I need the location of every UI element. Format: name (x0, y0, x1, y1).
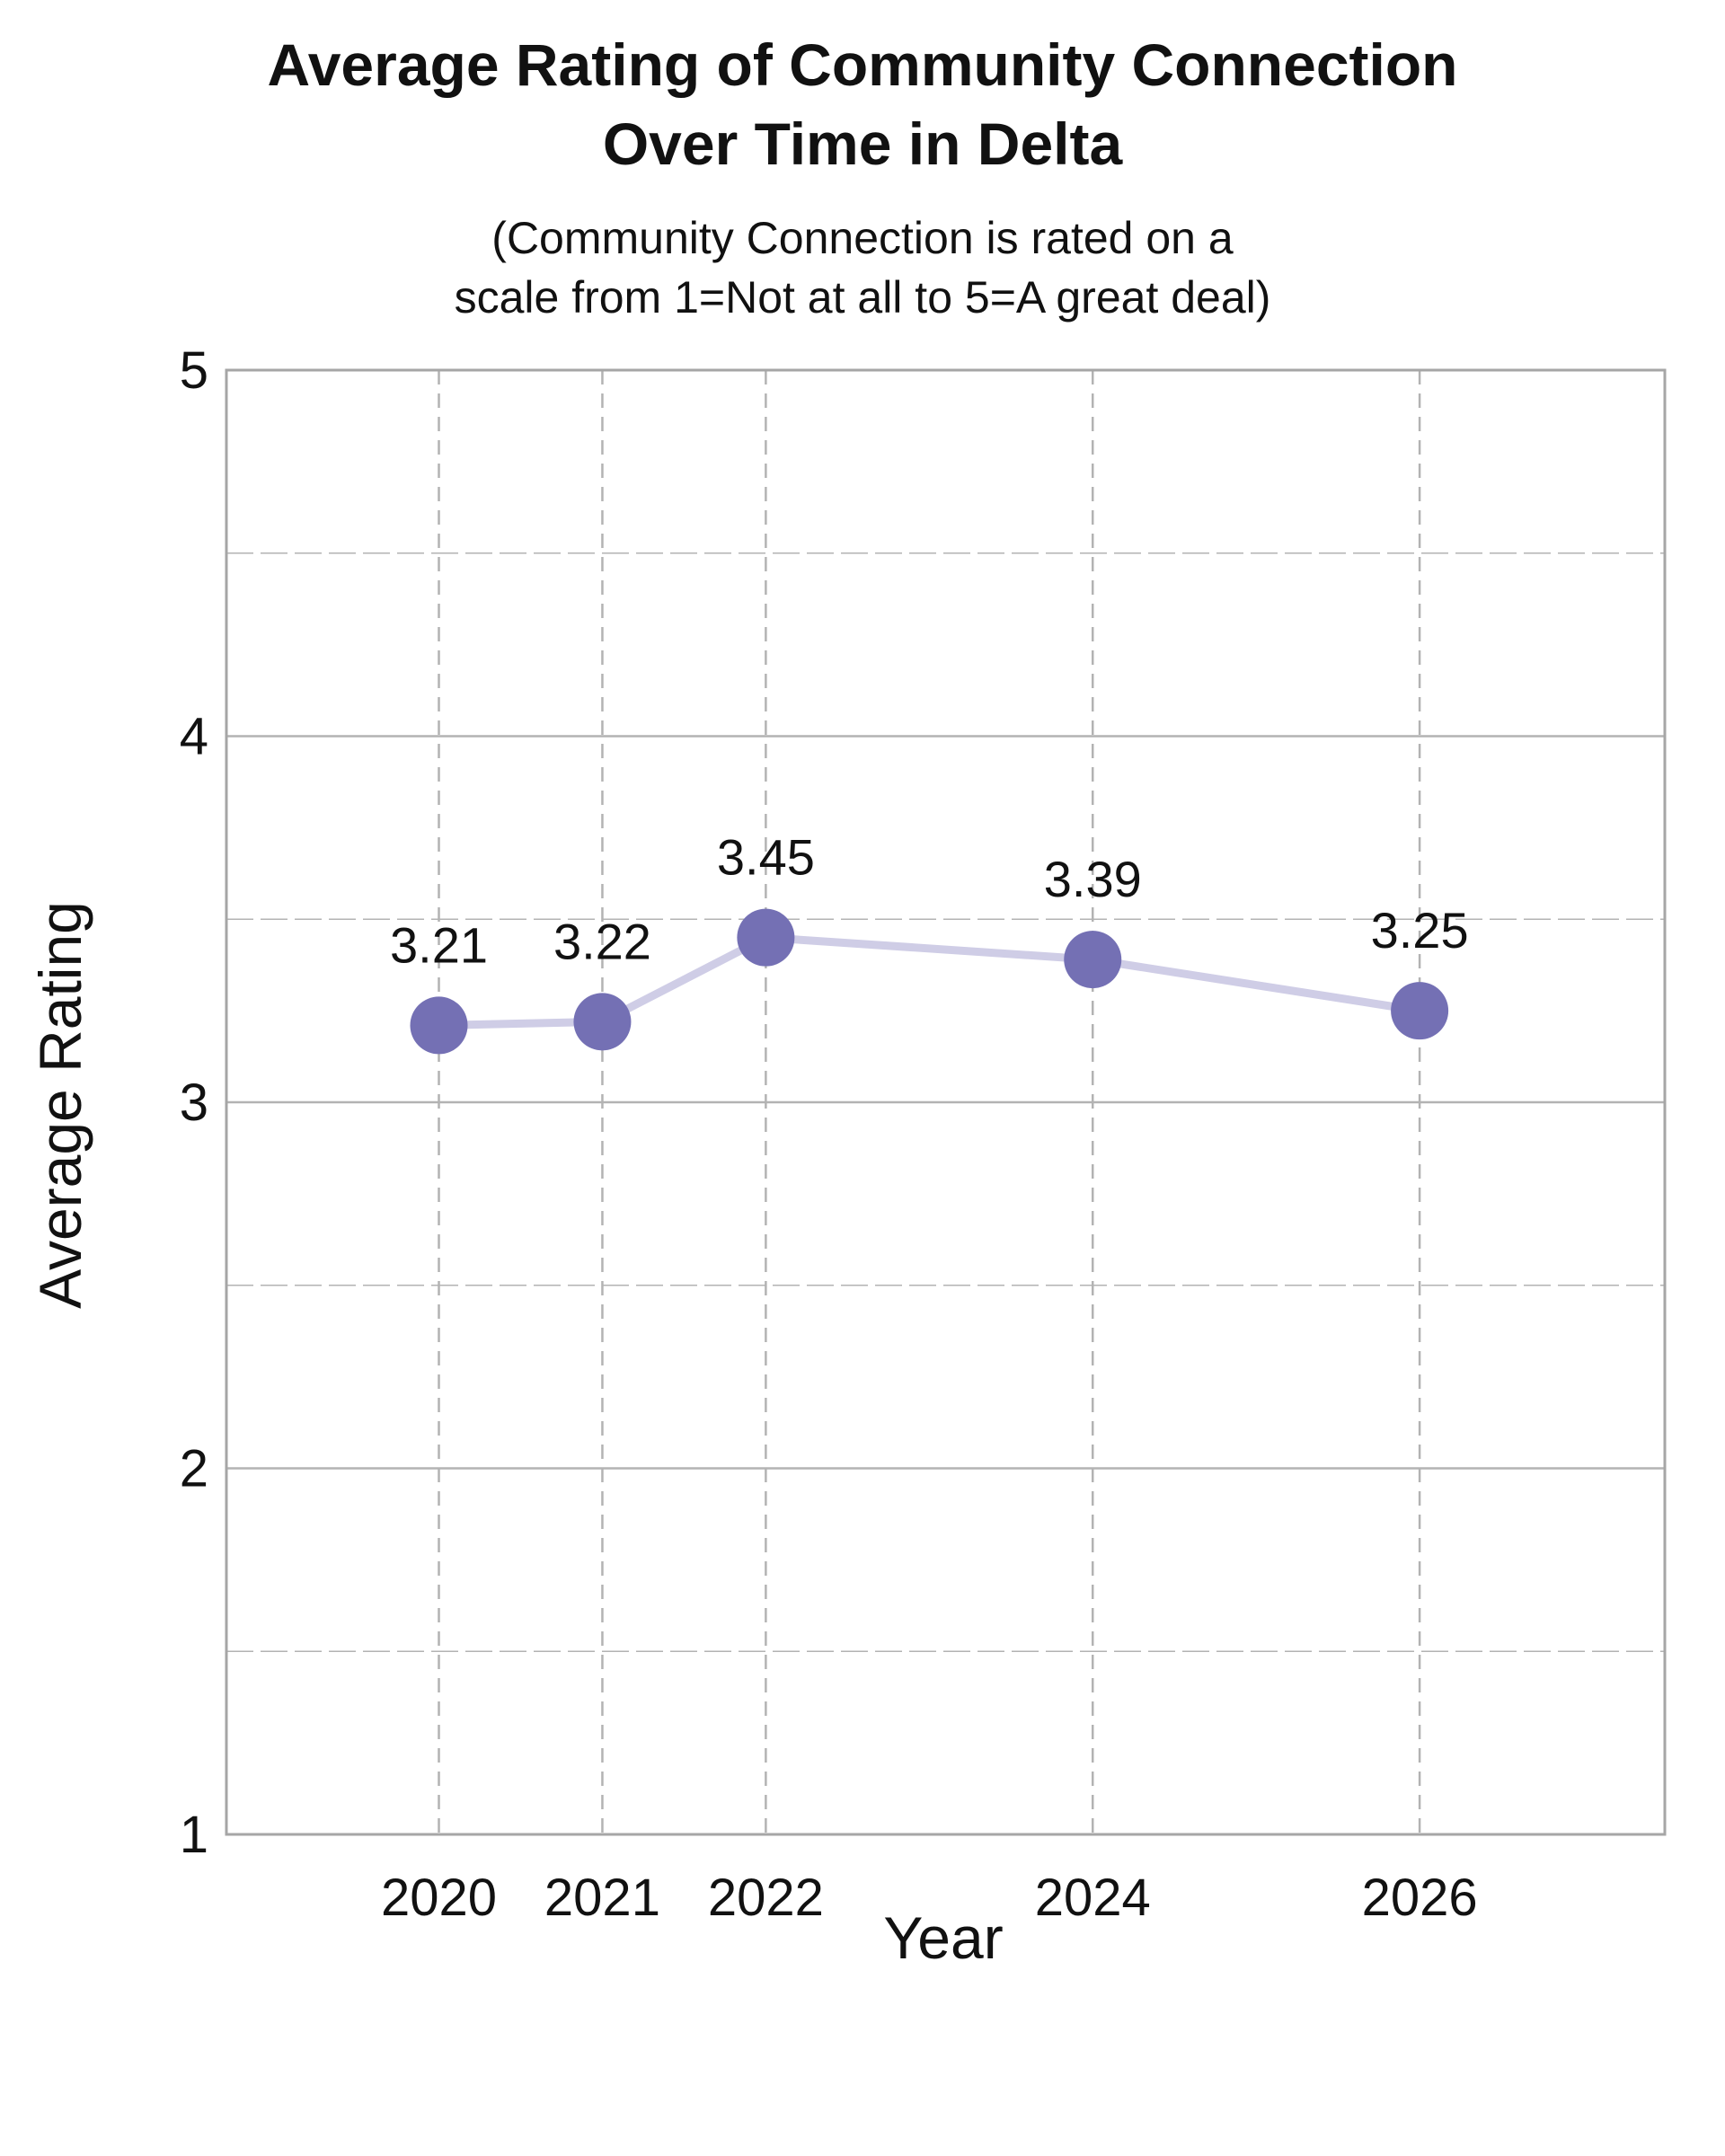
data-point (737, 908, 795, 967)
y-tick-label: 2 (180, 1440, 208, 1498)
data-point (410, 996, 468, 1055)
labels: 1 2 3 4 5 2020 2021 2022 2024 2026 3.21 3.22 3.45 3.3… (180, 341, 1478, 1927)
y-tick-label: 3 (180, 1074, 208, 1132)
x-tick-label: 2021 (544, 1869, 660, 1927)
y-tick-label: 4 (180, 708, 208, 766)
y-tick-label: 5 (180, 341, 208, 400)
grid (225, 368, 1667, 1836)
data-point (573, 993, 632, 1051)
x-tick-label: 2022 (708, 1869, 824, 1927)
chart-title: Average Rating of Community Connection O… (0, 25, 1725, 183)
y-axis-label: Average Rating (27, 901, 93, 1309)
data-label: 3.21 (390, 916, 488, 973)
data-label: 3.45 (717, 829, 815, 886)
plot-frame (225, 368, 1667, 1836)
data-point (1391, 982, 1449, 1040)
data-point (1064, 931, 1122, 989)
chart-title-line-2: Over Time in Delta (602, 110, 1123, 177)
x-tick-label: 2020 (381, 1869, 497, 1927)
chart-subtitle-line-2: scale from 1=Not at all to 5=A great dea… (454, 272, 1271, 323)
chart-title-line-1: Average Rating of Community Connection (267, 31, 1458, 98)
data-label: 3.25 (1371, 902, 1469, 959)
x-tick-label: 2024 (1035, 1869, 1151, 1927)
data-label: 3.22 (553, 913, 651, 969)
data-label: 3.39 (1044, 851, 1142, 907)
y-tick-label: 1 (180, 1806, 208, 1864)
chart-subtitle-line-1: (Community Connection is rated on a (491, 213, 1234, 263)
x-tick-label: 2026 (1362, 1869, 1478, 1927)
chart-subtitle: (Community Connection is rated on a scal… (0, 208, 1725, 327)
x-axis-label: Year (883, 1904, 1003, 1971)
series (410, 908, 1449, 1055)
